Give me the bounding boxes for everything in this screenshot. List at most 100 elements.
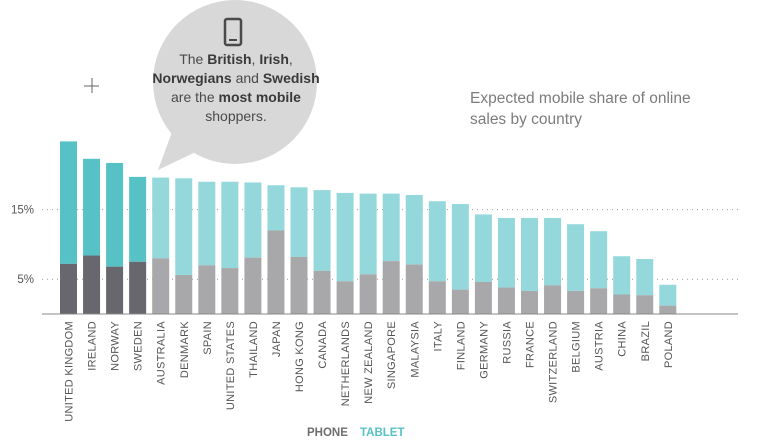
bar-tablet [659, 284, 677, 306]
x-tick-label: NEW ZEALAND [363, 321, 375, 404]
bar-phone [567, 291, 585, 314]
bar-phone [267, 230, 285, 314]
bar-phone [313, 270, 331, 314]
bar-tablet [129, 176, 147, 262]
x-tick-label: CANADA [317, 321, 329, 369]
x-tick-label: SINGAPORE [386, 321, 398, 389]
x-tick-label: SPAIN [202, 321, 214, 355]
bar-tablet [106, 162, 124, 267]
bar-phone [198, 265, 216, 314]
x-tick-label: DENMARK [179, 321, 191, 378]
bar-tablet [244, 182, 262, 258]
bar-phone [474, 281, 492, 314]
callout-text-part: Norwegians [152, 70, 232, 86]
bar-phone [497, 287, 515, 314]
chart-title: Expected mobile share of online sales by… [470, 90, 691, 128]
callout-text-part: , [251, 51, 260, 67]
callout-text-part: and [231, 70, 263, 86]
bar-phone [106, 266, 124, 314]
bar-tablet [175, 178, 193, 276]
bar-tablet [636, 259, 654, 296]
bar-tablet [198, 181, 216, 266]
legend-tablet: TABLET [360, 427, 405, 439]
callout-bubble [153, 0, 317, 170]
bar-tablet [83, 158, 101, 256]
bar-phone [382, 261, 400, 314]
bar-tablet [521, 217, 538, 292]
bar-phone [175, 275, 193, 314]
bar-phone [544, 285, 562, 314]
x-tick-label: HONG KONG [294, 321, 306, 392]
x-tick-label: FRANCE [525, 321, 537, 368]
x-tick-label: UNITED KINGDOM [64, 321, 76, 422]
bar-tablet [382, 193, 400, 262]
callout-text-part: Irish [259, 51, 289, 67]
x-tick-label: ITALY [432, 321, 444, 352]
bar-tablet [590, 231, 608, 289]
bar-phone [83, 255, 101, 314]
legend-phone: PHONE [307, 427, 348, 439]
x-tick-label: IRELAND [87, 321, 99, 371]
bar-tablet [152, 177, 170, 259]
bar-tablet [267, 185, 285, 231]
bar-phone [613, 294, 631, 314]
bar-tablet [544, 217, 562, 286]
bar-tablet [613, 256, 631, 295]
callout-text-part: , [288, 51, 293, 67]
bar-tablet [336, 192, 354, 282]
bar-tablet [60, 141, 77, 264]
callout-text-part: Swedish [262, 70, 320, 86]
x-tick-label: GERMANY [478, 321, 490, 379]
x-tick-label: THAILAND [248, 321, 260, 378]
bar-phone [129, 261, 147, 314]
bar-tablet [428, 201, 446, 282]
x-tick-label: JAPAN [271, 321, 283, 357]
callout-text-part: shoppers. [205, 108, 267, 124]
bar-tablet [451, 204, 469, 290]
x-tick-label: SWITZERLAND [548, 321, 560, 403]
bar-phone [336, 281, 354, 314]
bar-phone [152, 258, 170, 314]
x-tick-label: RUSSIA [501, 321, 513, 364]
bar-phone [659, 305, 677, 314]
callout-text: The British, Irish, Norwegians and Swedi… [150, 50, 322, 126]
x-tick-label: POLAND [663, 321, 675, 368]
x-tick-label: AUSTRALIA [156, 321, 168, 385]
x-tick-label: AUSTRIA [594, 321, 606, 371]
crosshair-cursor-icon [84, 78, 99, 93]
bar-phone [521, 291, 538, 314]
callout-text-part: most mobile [218, 89, 301, 105]
x-tick-label: BRAZIL [640, 321, 652, 361]
bar-phone [590, 288, 608, 314]
x-tick-label: NORWAY [110, 321, 122, 371]
bar-phone [290, 256, 308, 314]
bar-tablet [405, 194, 423, 265]
x-tick-label: NETHERLANDS [340, 321, 352, 406]
callout-text-part: British [207, 51, 252, 67]
bar-phone [221, 268, 239, 314]
y-tick-label: 15% [11, 205, 34, 217]
callout-text-part: The [179, 51, 208, 67]
y-tick-label: 5% [17, 274, 34, 286]
phone-icon [223, 17, 243, 47]
bar-tablet [221, 181, 239, 269]
bar-tablet [359, 193, 377, 275]
bar-phone [451, 289, 469, 314]
bar-tablet [497, 217, 515, 288]
bar-phone [636, 295, 654, 314]
bar-phone [405, 264, 423, 314]
bar-phone [359, 274, 377, 314]
x-tick-label: BELGIUM [571, 321, 583, 373]
bar-phone [244, 257, 262, 314]
bar-phone [60, 263, 77, 314]
x-tick-label: FINLAND [455, 321, 467, 370]
x-tick-label: SWEDEN [133, 321, 145, 371]
bar-tablet [313, 190, 331, 271]
bar-phone [428, 281, 446, 314]
bar-tablet [474, 214, 492, 282]
bar-tablet [290, 187, 308, 257]
x-tick-label: UNITED STATES [225, 321, 237, 410]
bar-tablet [567, 224, 585, 292]
